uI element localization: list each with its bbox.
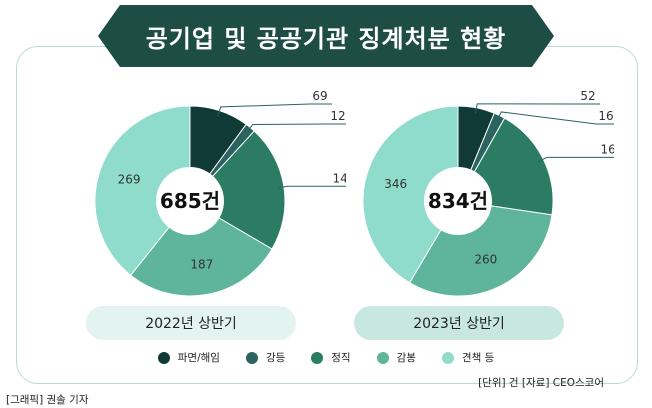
callout-line: [277, 185, 356, 189]
legend-item: 파면/해임: [157, 350, 220, 365]
legend-item: 강등: [245, 350, 286, 365]
value-label: 52: [580, 89, 595, 103]
legend-label: 감봉: [396, 352, 416, 364]
callout-line: [246, 123, 350, 133]
value-label: 12: [330, 109, 345, 123]
legend-item: 견책 등: [441, 350, 495, 365]
legend-label: 견책 등: [461, 352, 495, 364]
donut-slice: [129, 200, 273, 297]
value-label: 269: [118, 173, 141, 187]
value-label: 346: [384, 177, 407, 191]
value-label: 148: [333, 171, 346, 185]
title-banner-shape: [98, 5, 554, 67]
title-banner: 공기업 및 공공기관 징계처분 현황: [98, 5, 554, 67]
year-label-2022: 2022년 상반기: [86, 306, 296, 340]
unit-source-note: [단위] 건 [자료] CEO스코어: [478, 377, 604, 389]
donut-total-label: 685건: [160, 189, 220, 213]
value-label: 16: [598, 109, 613, 123]
callout-line: [496, 111, 618, 125]
legend-label: 파면/해임: [177, 352, 220, 364]
legend-label: 강등: [265, 352, 286, 364]
legend-label: 정직: [331, 352, 351, 364]
value-label: 160: [601, 142, 614, 156]
legend-swatch: [311, 351, 324, 364]
legend: 파면/해임 강등 정직 감봉 견책 등: [0, 350, 652, 365]
legend-swatch: [441, 351, 454, 364]
callout-line: [537, 156, 624, 163]
graphic-credit: [그래픽] 권솔 기자: [6, 394, 89, 406]
legend-swatch: [376, 351, 389, 364]
legend-swatch: [245, 351, 258, 364]
callout-line: [217, 103, 332, 117]
value-label: 260: [474, 252, 497, 266]
value-label: 187: [190, 258, 213, 272]
donut-slice: [362, 105, 459, 284]
chart-title: 공기업 및 공공기관 징계처분 현황: [145, 24, 507, 53]
donut-total-label: 834건: [428, 189, 488, 213]
value-label: 69: [312, 89, 327, 103]
donut-slice: [94, 105, 191, 276]
donut-hole: [424, 167, 492, 235]
legend-item: 감봉: [376, 350, 416, 365]
donut-hole: [156, 167, 224, 235]
legend-item: 정직: [311, 350, 351, 365]
callout-line: [474, 103, 600, 114]
legend-swatch: [157, 351, 170, 364]
year-label-2023: 2023년 상반기: [354, 306, 564, 340]
